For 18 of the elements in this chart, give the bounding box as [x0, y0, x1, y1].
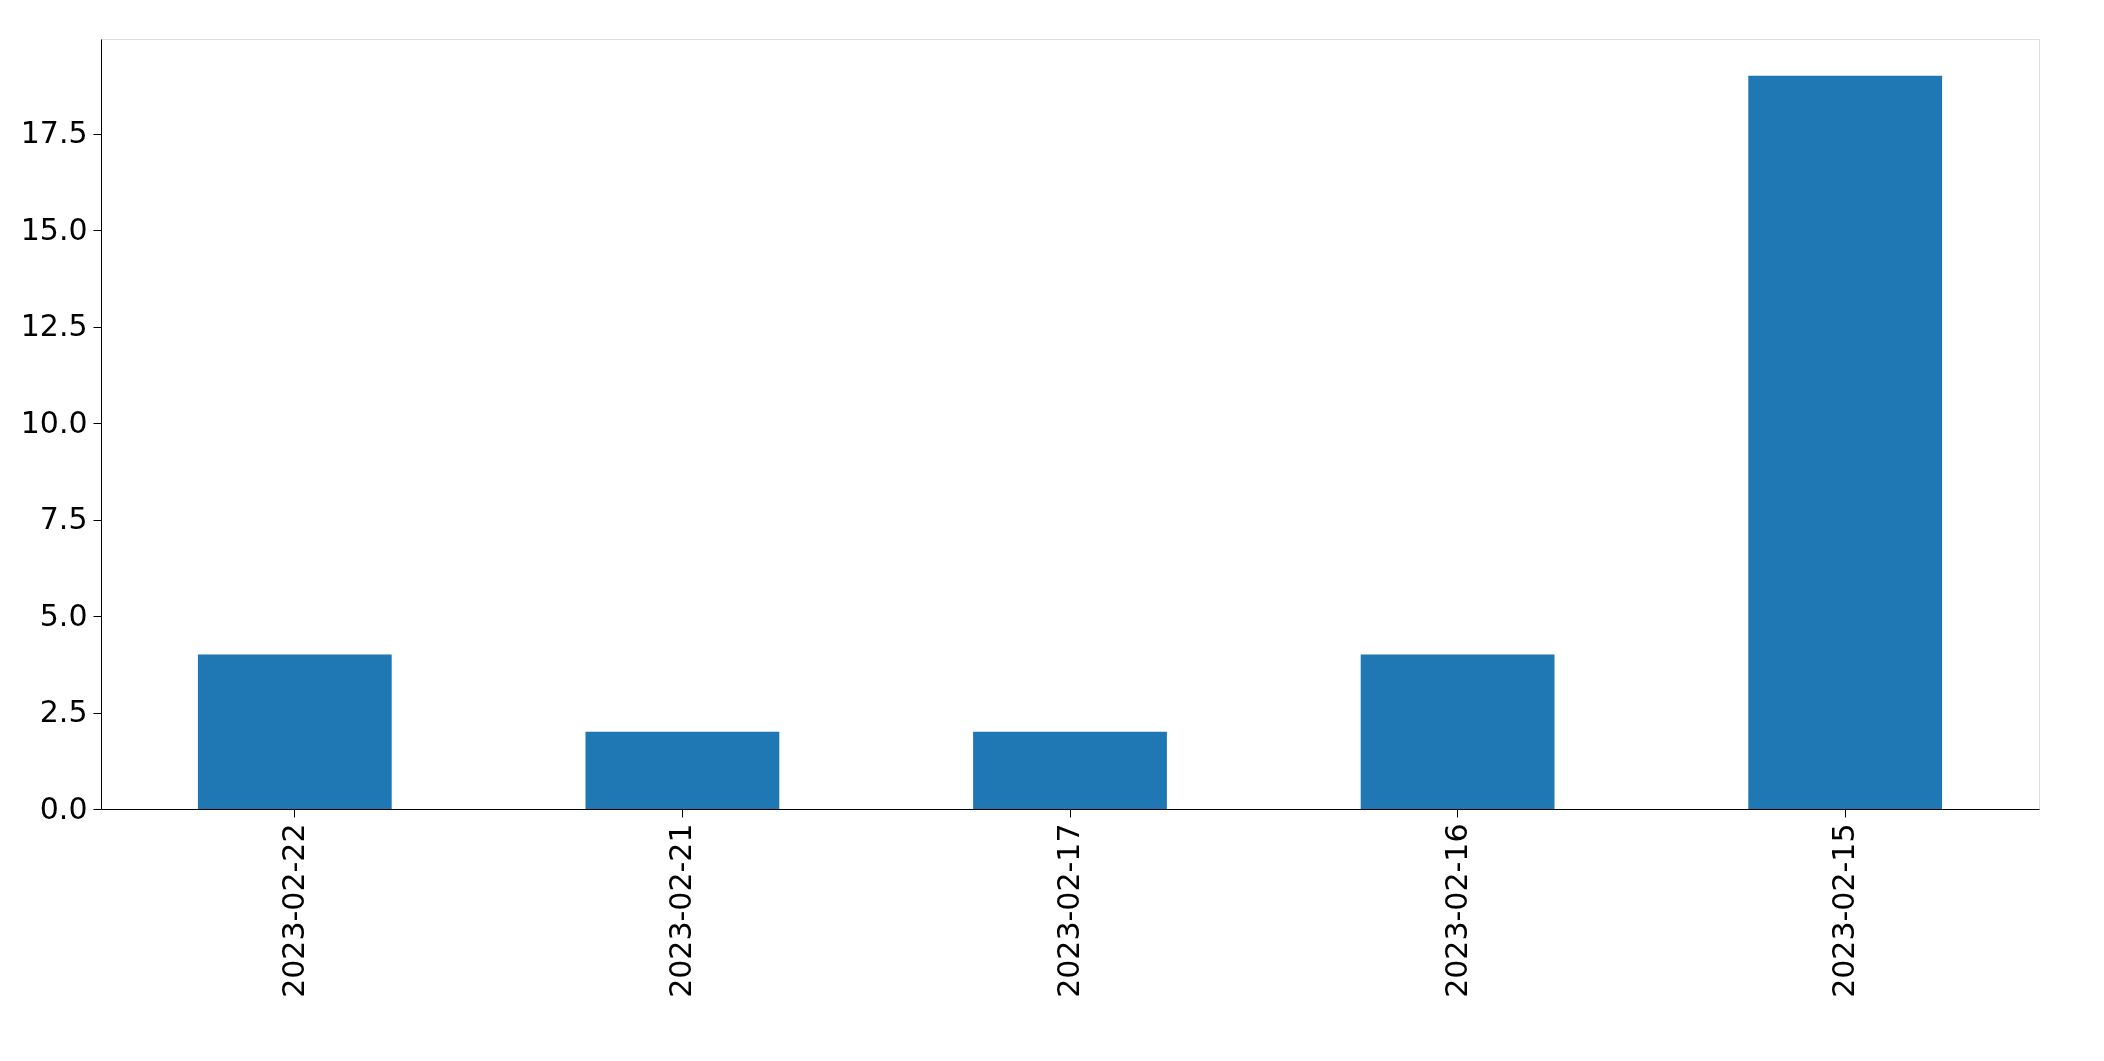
- x-tick-label: 2023-02-22: [275, 823, 311, 998]
- y-tick-label: 0.0: [39, 790, 88, 826]
- x-tick-label: 2023-02-16: [1438, 823, 1474, 998]
- x-tick-label: 2023-02-21: [663, 823, 699, 998]
- x-tick-label: 2023-02-15: [1826, 823, 1862, 998]
- y-tick-label: 2.5: [39, 694, 88, 730]
- bar: [973, 731, 1167, 809]
- y-tick-label: 5.0: [39, 597, 88, 633]
- bar: [1748, 75, 1943, 809]
- y-tick-label: 12.5: [20, 308, 88, 344]
- bar: [197, 654, 392, 809]
- bar: [1360, 654, 1555, 809]
- y-tick-label: 15.0: [20, 211, 88, 247]
- y-tick-label: 7.5: [39, 501, 88, 537]
- y-tick-label: 17.5: [20, 115, 88, 151]
- bar: [585, 731, 780, 809]
- y-tick-label: 10.0: [20, 404, 88, 440]
- x-tick-label: 2023-02-17: [1051, 823, 1086, 998]
